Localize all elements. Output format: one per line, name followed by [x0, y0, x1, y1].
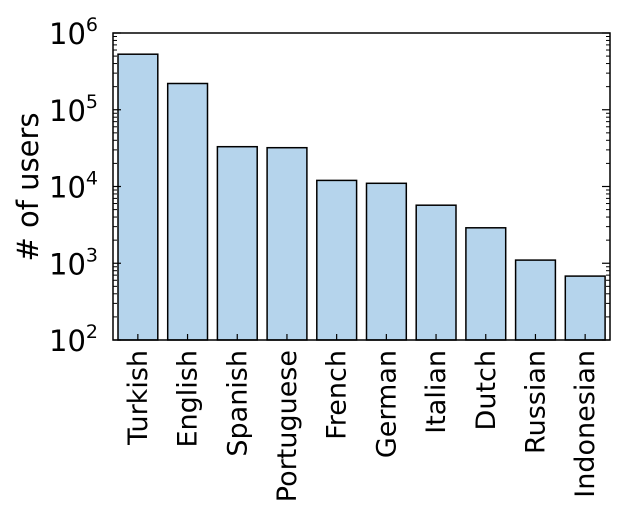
x-tick-label-english: English: [173, 350, 204, 448]
y-tick-label: 105: [49, 91, 98, 128]
x-tick-label-german: German: [371, 350, 402, 458]
bar-italian: [415, 204, 457, 341]
y-tick-label: 102: [49, 321, 98, 358]
x-tick-label-dutch: Dutch: [471, 350, 502, 430]
x-tick-labels-layer: Turkish English Spanish Portuguese French Ger…: [123, 334, 601, 502]
y-tick-label: 106: [49, 14, 98, 51]
bar-spanish: [216, 145, 258, 341]
bar-german: [365, 182, 408, 341]
x-tick-label-french: French: [322, 350, 353, 440]
bar-turkish: [117, 53, 159, 341]
bar-english: [166, 82, 209, 341]
x-tick-label-spanish: Spanish: [222, 350, 253, 457]
x-tick-label-turkish: Turkish: [123, 350, 154, 446]
x-tick-label-indonesian: Indonesian: [570, 350, 601, 498]
y-ticks-layer: 102 103 104 105 106: [49, 14, 610, 358]
bar-indonesian: [564, 275, 606, 341]
bar-french: [316, 179, 358, 341]
y-tick-label: 103: [49, 244, 98, 281]
x-tick-label-russian: Russian: [520, 350, 551, 454]
x-tick-label-italian: Italian: [421, 350, 452, 434]
bar-portuguese: [266, 146, 308, 341]
x-tick-label-portuguese: Portuguese: [272, 350, 303, 502]
bars-layer: [117, 53, 606, 341]
bar-russian: [514, 259, 557, 341]
y-tick-label: 104: [49, 168, 98, 205]
bar-dutch: [465, 227, 507, 341]
plot-frame: [112, 32, 611, 341]
y-axis-label: # of users: [11, 112, 45, 261]
